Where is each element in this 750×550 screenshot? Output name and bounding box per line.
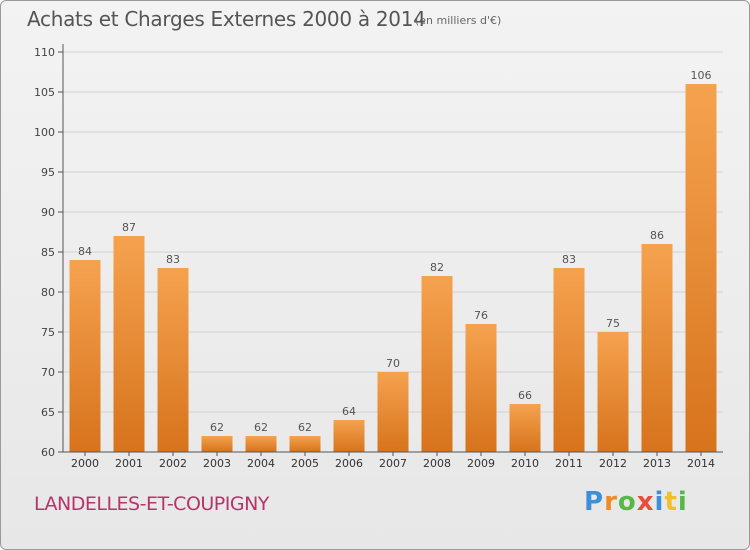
y-tick-label: 110 — [34, 46, 55, 59]
data-label: 75 — [606, 317, 620, 330]
bar — [245, 436, 277, 452]
x-tick-label: 2009 — [467, 457, 495, 470]
x-tick-label: 2008 — [423, 457, 451, 470]
x-tick-label: 2002 — [159, 457, 187, 470]
bar — [289, 436, 321, 452]
logo-letter: x — [636, 487, 655, 517]
bar — [377, 372, 409, 452]
data-label: 82 — [430, 261, 444, 274]
commune-name: LANDELLES-ET-COUPIGNY — [34, 493, 269, 515]
chart-title: Achats et Charges Externes 2000 à 2014 — [27, 7, 426, 31]
y-tick-label: 60 — [41, 446, 55, 459]
y-tick-label: 100 — [34, 126, 55, 139]
x-tick-label: 2011 — [555, 457, 583, 470]
data-label: 84 — [78, 245, 92, 258]
y-tick-label: 105 — [34, 86, 55, 99]
x-tick-label: 2005 — [291, 457, 319, 470]
data-labels: 84 87 83 62 62 62 64 70 82 76 66 83 75 86 106 — [78, 69, 712, 434]
x-tick-label: 2010 — [511, 457, 539, 470]
bar — [333, 420, 365, 452]
bar — [69, 260, 101, 452]
data-label: 62 — [298, 421, 312, 434]
x-tick-label: 2003 — [203, 457, 231, 470]
bars — [69, 84, 717, 452]
bar — [421, 276, 453, 452]
logo-letter: i — [654, 487, 665, 517]
x-tick-label: 2014 — [687, 457, 715, 470]
chart-subtitle: (en milliers d'€) — [415, 14, 502, 27]
data-label: 76 — [474, 309, 488, 322]
proxiti-logo[interactable]: Proxiti — [584, 487, 688, 517]
y-tick-label: 85 — [41, 246, 55, 259]
data-label: 86 — [650, 229, 664, 242]
data-label: 70 — [386, 357, 400, 370]
x-tick-label: 2012 — [599, 457, 627, 470]
y-tick-label: 70 — [41, 366, 55, 379]
data-label: 83 — [562, 253, 576, 266]
x-tick-label: 2001 — [115, 457, 143, 470]
bar — [509, 404, 541, 452]
data-label: 83 — [166, 253, 180, 266]
bar — [157, 268, 189, 452]
x-tick-label: 2006 — [335, 457, 363, 470]
logo-letter: o — [617, 487, 637, 517]
y-tick-label: 75 — [41, 326, 55, 339]
y-tick-label: 90 — [41, 206, 55, 219]
x-tick-label: 2013 — [643, 457, 671, 470]
y-tick-label: 80 — [41, 286, 55, 299]
bar — [685, 84, 717, 452]
bar — [641, 244, 673, 452]
data-label: 62 — [254, 421, 268, 434]
x-tick-label: 2004 — [247, 457, 275, 470]
logo-letter: r — [604, 487, 618, 517]
data-label: 62 — [210, 421, 224, 434]
bar — [465, 324, 497, 452]
data-label: 106 — [691, 69, 712, 82]
axes: 60 65 70 75 80 85 90 95 100 105 110 2000 2001 2002 200… — [34, 44, 723, 470]
data-label: 64 — [342, 405, 356, 418]
logo-letter: i — [677, 487, 688, 517]
data-label: 87 — [122, 221, 136, 234]
bar — [113, 236, 145, 452]
bar — [553, 268, 585, 452]
x-tick-label: 2000 — [71, 457, 99, 470]
x-tick-label: 2007 — [379, 457, 407, 470]
bar — [597, 332, 629, 452]
logo-letter: t — [664, 487, 678, 517]
y-tick-label: 65 — [41, 406, 55, 419]
data-label: 66 — [518, 389, 532, 402]
bar — [201, 436, 233, 452]
y-tick-label: 95 — [41, 166, 55, 179]
logo-letter: P — [584, 487, 605, 517]
